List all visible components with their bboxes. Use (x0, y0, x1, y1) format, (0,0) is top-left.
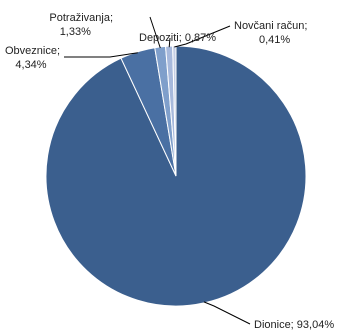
slice-label-nov-ani-ra-un: Novčani račun; 0,41% (234, 20, 307, 46)
leader-line-dionice (203, 301, 251, 325)
pie-slice-nov-ani-ra-un (172, 45, 177, 177)
slice-label-line: Depoziti; 0,87% (139, 32, 216, 44)
slice-label-line: 1,33% (60, 26, 91, 38)
leader-line-obveznice (64, 52, 138, 58)
pie-slices (45, 45, 307, 307)
slice-labels: Dionice; 93,04% Obveznice; 4,34% Potraživan… (5, 12, 334, 331)
slice-label-potra-ivanja: Potraživanja; 1,33% (49, 12, 113, 38)
slice-label-line: Novčani račun; (234, 20, 307, 32)
slice-label-line: Obveznice; (5, 45, 60, 57)
slice-label-line: Dionice; 93,04% (254, 319, 334, 331)
leader-line-potra-ivanja (149, 16, 161, 49)
slice-label-line: 4,34% (15, 59, 46, 71)
slice-label-depoziti: Depoziti; 0,87% (139, 32, 216, 44)
slice-label-line: 0,41% (259, 34, 290, 46)
leader-lines (64, 16, 251, 325)
leader-line-depoziti (168, 37, 171, 48)
slice-label-obveznice: Obveznice; 4,34% (5, 45, 60, 71)
leader-line-nov-ani-ra-un (174, 25, 231, 48)
slice-label-dionice: Dionice; 93,04% (254, 319, 334, 331)
slice-label-line: Potraživanja; (49, 12, 113, 24)
